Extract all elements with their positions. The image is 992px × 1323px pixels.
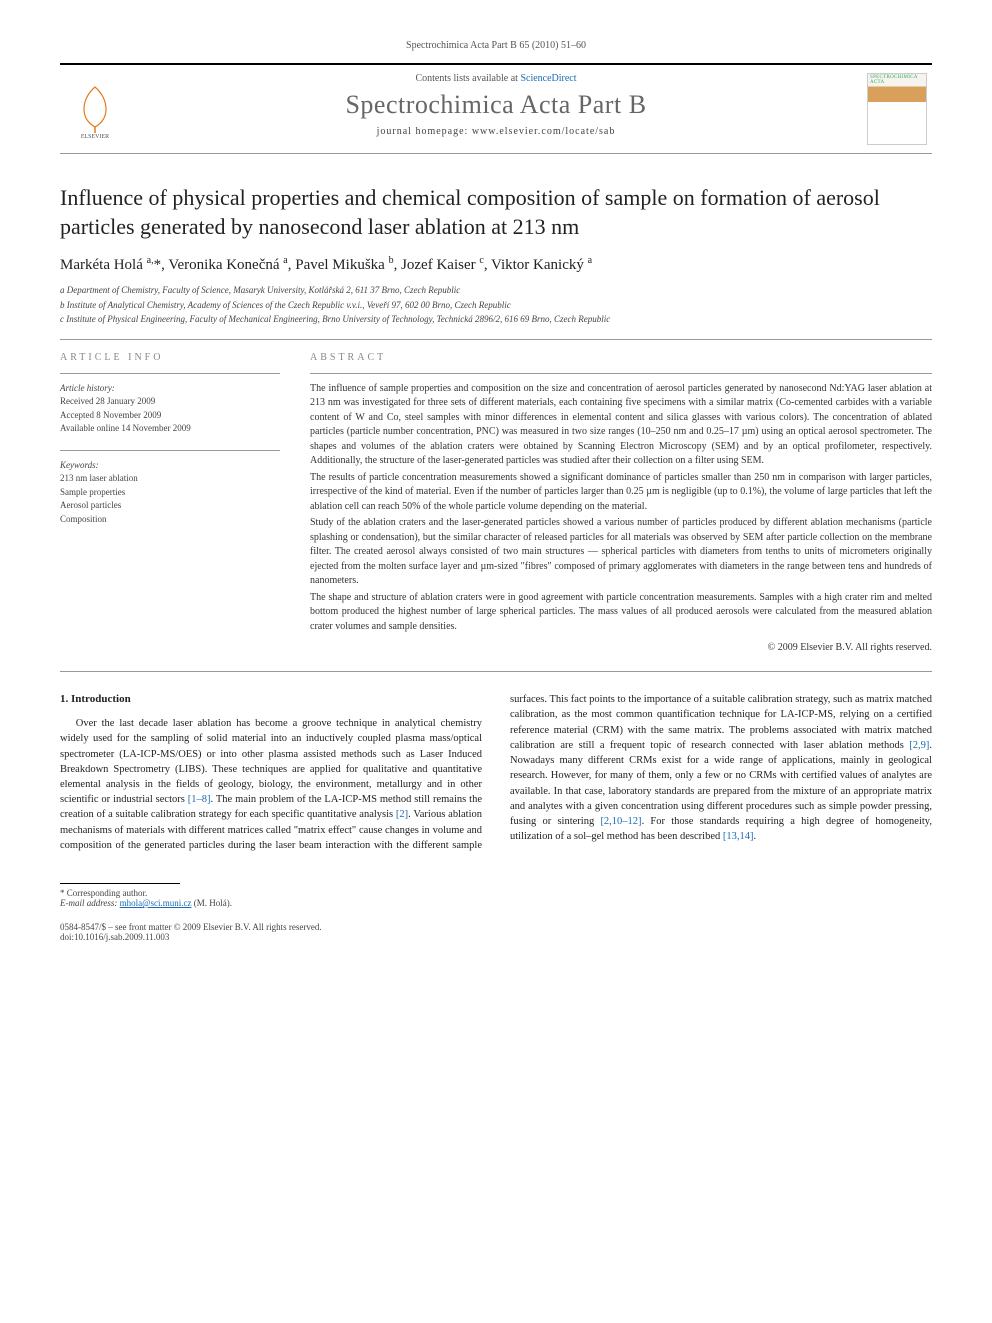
abstract-col: abstract The influence of sample propert…	[310, 352, 932, 654]
contents-available-line: Contents lists available at ScienceDirec…	[130, 73, 862, 84]
citation-ref[interactable]: [2,10–12]	[600, 816, 641, 827]
citation-ref[interactable]: [2]	[396, 809, 408, 820]
doi-block: 0584-8547/$ – see front matter © 2009 El…	[60, 922, 932, 942]
footer-rule	[60, 883, 180, 884]
section-heading-intro: 1. Introduction	[60, 692, 482, 708]
email-label: E-mail address:	[60, 898, 117, 908]
body-paragraph: Over the last decade laser ablation has …	[60, 692, 932, 853]
body-text: 1. Introduction Over the last decade las…	[60, 692, 932, 853]
article-info-col: article info Article history: Received 2…	[60, 352, 280, 654]
body-text-run: . Nowadays many different CRMs exist for…	[510, 740, 932, 827]
article-title: Influence of physical properties and che…	[60, 184, 932, 241]
divider	[60, 450, 280, 451]
corresponding-author-footer: * Corresponding author. E-mail address: …	[60, 883, 932, 908]
body-text-run: Over the last decade laser ablation has …	[60, 718, 482, 805]
journal-cover-thumb: SPECTROCHIMICA ACTA	[862, 65, 932, 153]
contents-prefix: Contents lists available at	[415, 73, 520, 84]
authors-line: Markéta Holá a,*, Veronika Konečná a, Pa…	[60, 255, 932, 274]
history-label: Article history:	[60, 382, 280, 396]
cover-label: SPECTROCHIMICA ACTA	[870, 75, 926, 85]
email-who: (M. Holá).	[194, 898, 232, 908]
affiliation-line: c Institute of Physical Engineering, Fac…	[60, 313, 932, 327]
citation-ref[interactable]: [1–8]	[188, 794, 211, 805]
keyword-line: 213 nm laser ablation	[60, 472, 280, 486]
body-text-run: .	[753, 831, 756, 842]
journal-header: ELSEVIER Contents lists available at Sci…	[60, 63, 932, 154]
divider	[60, 339, 932, 340]
copyright-line: © 2009 Elsevier B.V. All rights reserved…	[310, 642, 932, 653]
publisher-logo: ELSEVIER	[60, 65, 130, 153]
affiliation-line: a Department of Chemistry, Faculty of Sc…	[60, 284, 932, 298]
svg-text:ELSEVIER: ELSEVIER	[81, 134, 109, 139]
homepage-url: www.elsevier.com/locate/sab	[472, 126, 616, 137]
history-line: Available online 14 November 2009	[60, 422, 280, 436]
abstract-heading: abstract	[310, 352, 932, 363]
keywords-label: Keywords:	[60, 459, 280, 473]
sciencedirect-link[interactable]: ScienceDirect	[520, 73, 576, 84]
keyword-line: Sample properties	[60, 486, 280, 500]
history-line: Accepted 8 November 2009	[60, 409, 280, 423]
abstract-text: The influence of sample properties and c…	[310, 382, 932, 635]
keyword-line: Composition	[60, 513, 280, 527]
citation-ref[interactable]: [2,9]	[909, 740, 929, 751]
history-line: Received 28 January 2009	[60, 395, 280, 409]
article-history: Article history: Received 28 January 200…	[60, 382, 280, 436]
keywords-block: Keywords: 213 nm laser ablationSample pr…	[60, 459, 280, 527]
abstract-paragraph: The results of particle concentration me…	[310, 471, 932, 515]
doi-line: doi:10.1016/j.sab.2009.11.003	[60, 932, 932, 942]
abstract-paragraph: Study of the ablation craters and the la…	[310, 516, 932, 589]
citation-line: Spectrochimica Acta Part B 65 (2010) 51–…	[60, 40, 932, 51]
header-center: Contents lists available at ScienceDirec…	[130, 65, 862, 153]
email-line: E-mail address: mhola@sci.muni.cz (M. Ho…	[60, 898, 932, 908]
keyword-line: Aerosol particles	[60, 499, 280, 513]
abstract-paragraph: The shape and structure of ablation crat…	[310, 591, 932, 635]
journal-homepage-line: journal homepage: www.elsevier.com/locat…	[130, 126, 862, 137]
citation-ref[interactable]: [13,14]	[723, 831, 754, 842]
article-info-heading: article info	[60, 352, 280, 363]
homepage-prefix: journal homepage:	[377, 126, 472, 137]
affiliation-line: b Institute of Analytical Chemistry, Aca…	[60, 299, 932, 313]
issn-line: 0584-8547/$ – see front matter © 2009 El…	[60, 922, 932, 932]
info-abstract-row: article info Article history: Received 2…	[60, 352, 932, 654]
email-link[interactable]: mhola@sci.muni.cz	[120, 898, 192, 908]
page: Spectrochimica Acta Part B 65 (2010) 51–…	[0, 0, 992, 982]
divider	[60, 373, 280, 374]
elsevier-tree-icon: ELSEVIER	[70, 79, 120, 139]
divider	[310, 373, 932, 374]
cover-image: SPECTROCHIMICA ACTA	[867, 73, 927, 145]
affiliations: a Department of Chemistry, Faculty of Sc…	[60, 284, 932, 327]
abstract-paragraph: The influence of sample properties and c…	[310, 382, 932, 469]
corr-author-line: * Corresponding author.	[60, 888, 932, 898]
divider	[60, 671, 932, 672]
journal-name: Spectrochimica Acta Part B	[130, 90, 862, 120]
